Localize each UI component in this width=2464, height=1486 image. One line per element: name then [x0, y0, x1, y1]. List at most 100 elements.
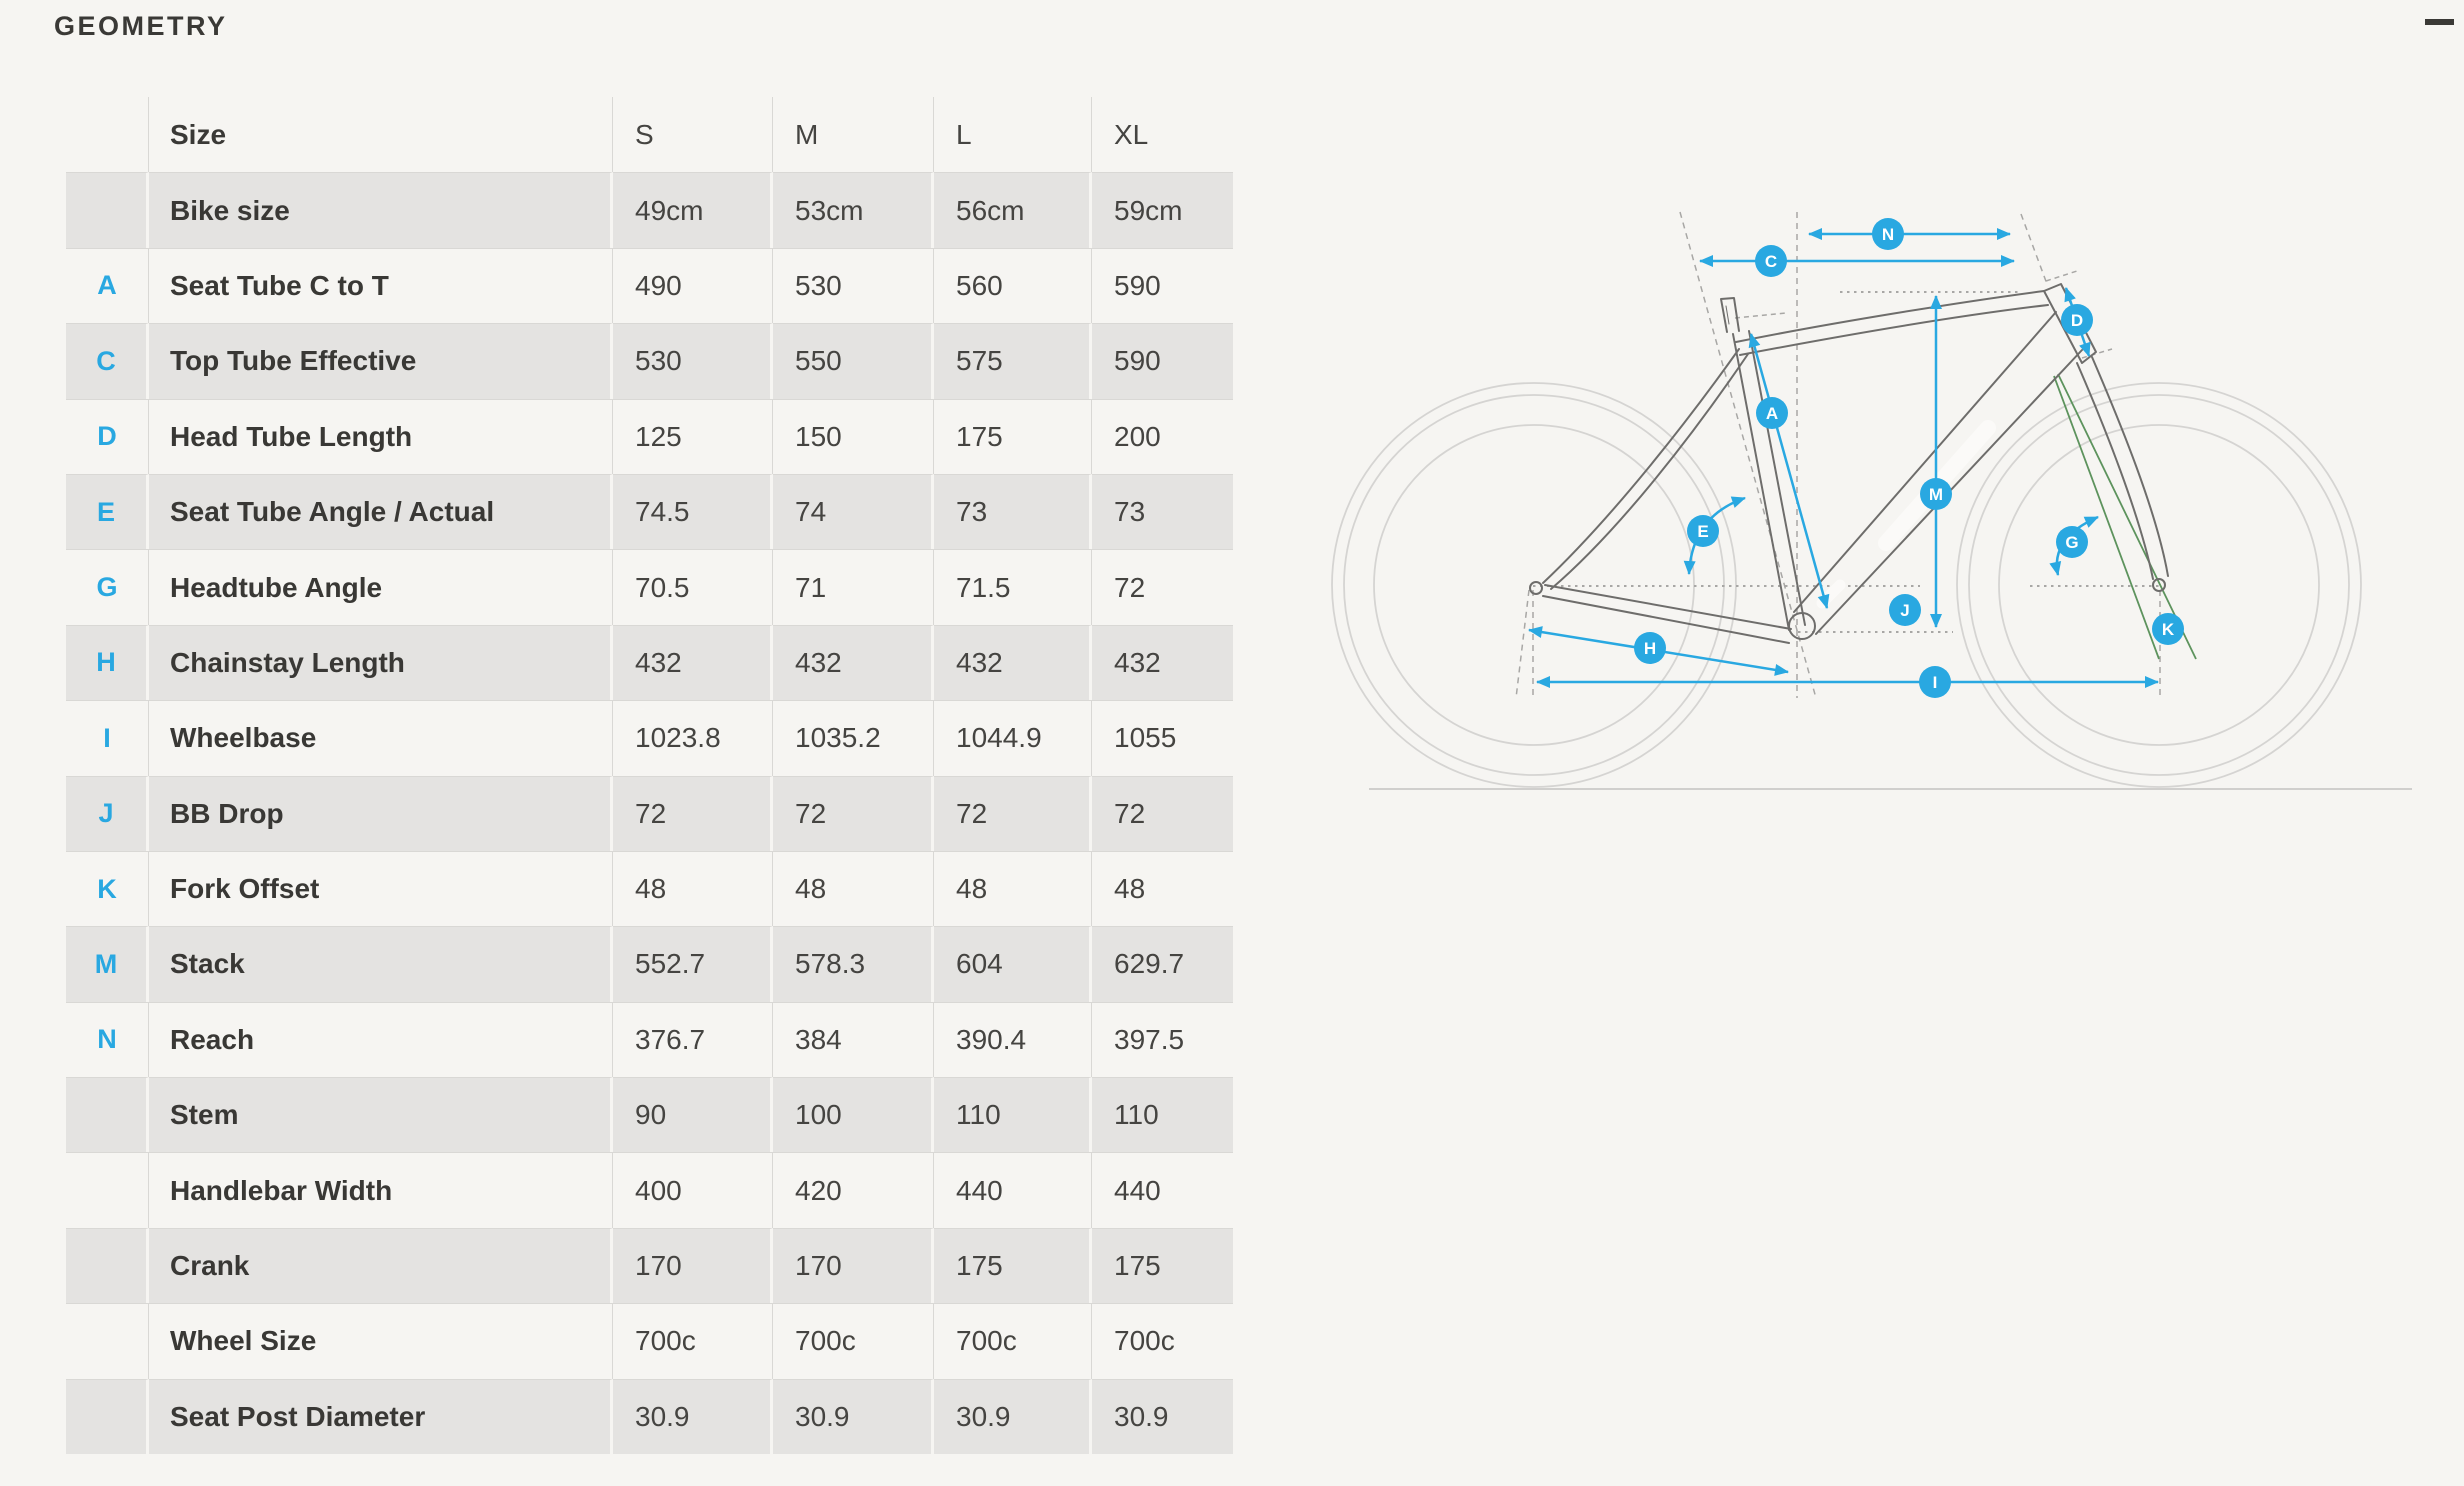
table-row: E Seat Tube Angle / Actual 74.5 74 73 73: [66, 473, 1233, 550]
row-value-m: 550: [773, 323, 934, 399]
row-value-l: 175: [934, 1227, 1092, 1304]
row-letter: [66, 172, 149, 248]
row-value-xl: 30.9: [1092, 1378, 1233, 1455]
row-value-m: 53cm: [773, 172, 934, 248]
row-letter: I: [66, 700, 149, 776]
row-value-m: 578.3: [773, 926, 934, 1002]
battery-highlight: [1816, 420, 1996, 609]
row-label: Crank: [149, 1227, 613, 1304]
row-value-m: 530: [773, 247, 934, 324]
row-value-s: 530: [613, 323, 773, 399]
row-value-s: 72: [613, 775, 773, 851]
minus-icon: [2424, 19, 2454, 25]
row-value-xl: 432: [1092, 624, 1233, 701]
row-label: Top Tube Effective: [149, 323, 613, 399]
bike-geometry-diagram: C N D A M E G J H I K: [1310, 140, 2464, 840]
table-row: Wheel Size 700c 700c 700c 700c: [66, 1303, 1233, 1379]
table-header-row: Size S M L XL: [66, 97, 1233, 173]
row-value-l: 1044.9: [934, 700, 1092, 776]
row-value-s: 125: [613, 398, 773, 474]
page-title: GEOMETRY: [54, 11, 228, 41]
svg-text:A: A: [1766, 404, 1778, 423]
row-value-xl: 590: [1092, 247, 1233, 324]
diagram-label-N: N: [1872, 218, 1904, 250]
row-value-l: 390.4: [934, 1001, 1092, 1078]
table-row: Stem 90 100 110 110: [66, 1077, 1233, 1153]
row-value-m: 170: [773, 1227, 934, 1304]
row-value-s: 170: [613, 1227, 773, 1304]
table-row: M Stack 552.7 578.3 604 629.7: [66, 926, 1233, 1002]
row-value-xl: 700c: [1092, 1303, 1233, 1379]
row-letter: H: [66, 624, 149, 701]
row-value-m: 700c: [773, 1303, 934, 1379]
row-letter: G: [66, 549, 149, 625]
row-label: Seat Tube C to T: [149, 247, 613, 324]
row-value-m: 150: [773, 398, 934, 474]
table-row: I Wheelbase 1023.8 1035.2 1044.9 1055: [66, 700, 1233, 776]
row-value-xl: 200: [1092, 398, 1233, 474]
row-value-s: 90: [613, 1077, 773, 1153]
arrow-A: [1748, 333, 1830, 609]
row-letter: [66, 1378, 149, 1455]
header-corner-cell: [66, 97, 149, 173]
table-row: Crank 170 170 175 175: [66, 1227, 1233, 1304]
row-value-l: 73: [934, 473, 1092, 550]
row-value-l: 432: [934, 624, 1092, 701]
diagram-label-C: C: [1755, 245, 1787, 277]
row-value-l: 175: [934, 398, 1092, 474]
row-letter: D: [66, 398, 149, 474]
row-label: Headtube Angle: [149, 549, 613, 625]
row-value-m: 432: [773, 624, 934, 701]
table-row: J BB Drop 72 72 72 72: [66, 775, 1233, 851]
row-value-m: 48: [773, 850, 934, 927]
diagram-label-I: I: [1919, 666, 1951, 698]
row-letter: E: [66, 473, 149, 550]
row-value-l: 71.5: [934, 549, 1092, 625]
row-letter: [66, 1077, 149, 1153]
row-value-l: 30.9: [934, 1378, 1092, 1455]
row-letter: [66, 1303, 149, 1379]
svg-text:N: N: [1882, 225, 1894, 244]
svg-text:E: E: [1697, 522, 1708, 541]
svg-text:K: K: [2162, 620, 2175, 639]
row-value-xl: 590: [1092, 323, 1233, 399]
row-value-l: 560: [934, 247, 1092, 324]
bike-frame: [1529, 283, 2169, 644]
row-label: Head Tube Length: [149, 398, 613, 474]
row-value-xl: 629.7: [1092, 926, 1233, 1002]
table-row: H Chainstay Length 432 432 432 432: [66, 624, 1233, 701]
table-row: K Fork Offset 48 48 48 48: [66, 850, 1233, 927]
row-value-s: 490: [613, 247, 773, 324]
diagram-label-J: J: [1889, 594, 1921, 626]
row-value-xl: 397.5: [1092, 1001, 1233, 1078]
diagram-label-M: M: [1920, 478, 1952, 510]
row-label: Stem: [149, 1077, 613, 1153]
row-letter: C: [66, 323, 149, 399]
row-value-s: 700c: [613, 1303, 773, 1379]
row-value-xl: 1055: [1092, 700, 1233, 776]
row-letter: J: [66, 775, 149, 851]
row-value-m: 100: [773, 1077, 934, 1153]
svg-text:H: H: [1644, 639, 1656, 658]
svg-text:M: M: [1929, 485, 1943, 504]
header-size-s: S: [613, 97, 773, 173]
row-label: Wheelbase: [149, 700, 613, 776]
row-value-s: 49cm: [613, 172, 773, 248]
row-label: BB Drop: [149, 775, 613, 851]
diagram-label-E: E: [1687, 515, 1719, 547]
fork-axis-lines: [2053, 373, 2197, 660]
row-value-l: 56cm: [934, 172, 1092, 248]
collapse-section-button[interactable]: [2416, 6, 2462, 38]
row-value-m: 420: [773, 1152, 934, 1228]
row-value-s: 74.5: [613, 473, 773, 550]
row-value-xl: 72: [1092, 775, 1233, 851]
table-row: N Reach 376.7 384 390.4 397.5: [66, 1001, 1233, 1078]
row-letter: N: [66, 1001, 149, 1078]
row-label: Fork Offset: [149, 850, 613, 927]
front-wheel-icon: [1956, 382, 2362, 788]
geometry-table: Size S M L XL Bike size 49cm 53cm 56cm 59cm A…: [66, 97, 1233, 1455]
row-value-s: 70.5: [613, 549, 773, 625]
table-row: C Top Tube Effective 530 550 575 590: [66, 323, 1233, 399]
row-label: Wheel Size: [149, 1303, 613, 1379]
row-value-m: 71: [773, 549, 934, 625]
